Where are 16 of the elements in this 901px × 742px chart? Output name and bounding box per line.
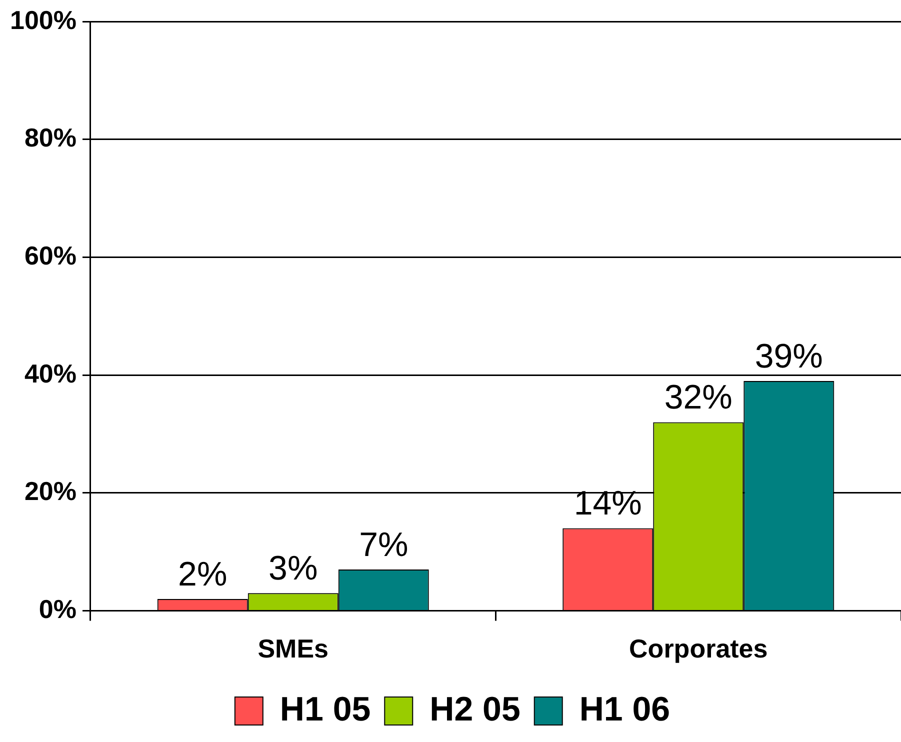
x-tick-label: Corporates <box>629 634 768 664</box>
y-tick-label: 20% <box>24 476 76 506</box>
y-tick-label: 80% <box>24 122 76 153</box>
data-label: 3% <box>268 550 318 588</box>
x-tick-label: SMEs <box>258 634 329 664</box>
y-tick-label: 0% <box>38 594 76 624</box>
legend-label: H2 05 <box>430 690 520 728</box>
legend-label: H1 06 <box>579 690 670 728</box>
data-label: 2% <box>178 555 228 594</box>
data-label: 7% <box>359 526 408 564</box>
data-label: 32% <box>664 378 732 417</box>
y-tick-label: 100% <box>10 4 76 35</box>
data-label: 39% <box>754 337 823 376</box>
legend-label: H1 05 <box>280 690 371 728</box>
y-tick-label: 40% <box>24 358 76 388</box>
y-tick-label: 60% <box>24 240 76 270</box>
